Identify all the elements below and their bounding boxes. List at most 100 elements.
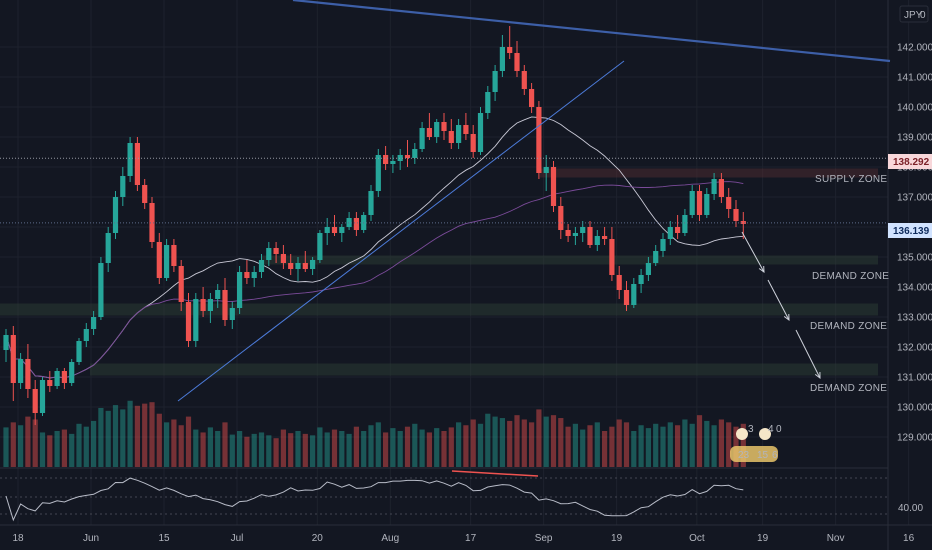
projection-arrow[interactable]: [741, 231, 765, 273]
candle-body[interactable]: [521, 71, 527, 89]
candle-body[interactable]: [412, 149, 418, 158]
candle-body[interactable]: [3, 335, 9, 350]
candle-body[interactable]: [134, 143, 140, 185]
candle-body[interactable]: [696, 191, 703, 215]
candle-body[interactable]: [507, 47, 513, 53]
candle-body[interactable]: [302, 263, 308, 269]
candle-body[interactable]: [536, 107, 542, 173]
candle-body[interactable]: [667, 227, 673, 239]
candle-body[interactable]: [193, 299, 199, 341]
candle-body[interactable]: [142, 185, 148, 203]
price-axis[interactable]: 142.000141.000140.000139.000138.000137.0…: [897, 43, 932, 444]
candle-body[interactable]: [456, 125, 462, 143]
event-badge-strip[interactable]: [730, 446, 778, 462]
candle-body[interactable]: [660, 239, 666, 251]
descending-trendline[interactable]: [292, 0, 891, 63]
candle-body[interactable]: [273, 248, 279, 254]
candle-body[interactable]: [222, 290, 228, 320]
rsi-divergence-line[interactable]: [451, 470, 539, 477]
candle-body[interactable]: [207, 299, 213, 311]
candle-body[interactable]: [477, 113, 484, 152]
candle-body[interactable]: [331, 227, 338, 233]
candle-body[interactable]: [675, 227, 681, 233]
candle-body[interactable]: [317, 233, 323, 260]
candle-body[interactable]: [32, 389, 38, 413]
drawings-layer[interactable]: [0, 0, 891, 402]
candle-body[interactable]: [616, 275, 622, 290]
candle-body[interactable]: [623, 290, 630, 305]
candle-body[interactable]: [514, 53, 520, 71]
candle-body[interactable]: [244, 272, 250, 278]
candle-body[interactable]: [645, 263, 651, 275]
candle-body[interactable]: [171, 245, 177, 266]
candle-body[interactable]: [156, 242, 162, 278]
projection-arrow[interactable]: [767, 279, 790, 321]
candle-body[interactable]: [718, 179, 724, 197]
candle-body[interactable]: [390, 161, 396, 164]
candle-body[interactable]: [368, 191, 374, 215]
candle-body[interactable]: [215, 290, 221, 299]
candle-body[interactable]: [572, 233, 578, 236]
candle-body[interactable]: [178, 266, 184, 302]
candle-body[interactable]: [39, 380, 46, 413]
high-price-tag[interactable]: 138.292: [888, 154, 932, 169]
candle-body[interactable]: [470, 134, 476, 152]
candle-body[interactable]: [229, 308, 235, 320]
candle-body[interactable]: [149, 203, 155, 242]
candle-body[interactable]: [18, 359, 24, 383]
candle-body[interactable]: [98, 263, 104, 317]
candle-body[interactable]: [258, 260, 265, 272]
projection-arrow[interactable]: [795, 329, 821, 379]
candle-body[interactable]: [47, 380, 53, 386]
candle-body[interactable]: [120, 176, 126, 197]
candle-body[interactable]: [266, 248, 272, 260]
candle-body[interactable]: [295, 263, 301, 269]
candle-body[interactable]: [69, 362, 75, 383]
candle-body[interactable]: [54, 371, 60, 386]
candle-body[interactable]: [441, 122, 447, 131]
candle-body[interactable]: [339, 227, 345, 233]
candle-body[interactable]: [434, 122, 440, 137]
event-badge-1[interactable]: [736, 428, 748, 440]
candle-body[interactable]: [404, 155, 411, 158]
candle-body[interactable]: [499, 47, 505, 71]
candle-body[interactable]: [346, 218, 352, 227]
ascending-trendline[interactable]: [177, 60, 625, 402]
candle-body[interactable]: [543, 167, 549, 173]
candle-body[interactable]: [653, 251, 659, 263]
time-axis[interactable]: 18 Jun 15 Jul 20 Aug 17 Sep 19 Oct 19 Nov 16: [12, 533, 914, 544]
candle-body[interactable]: [288, 263, 294, 269]
candle-body[interactable]: [426, 128, 432, 137]
candle-body[interactable]: [609, 239, 615, 275]
candle-body[interactable]: [565, 230, 571, 236]
candle-body[interactable]: [383, 155, 389, 164]
candle-body[interactable]: [251, 272, 257, 278]
event-badge-2[interactable]: [759, 428, 771, 440]
candle-body[interactable]: [492, 71, 498, 92]
candle-body[interactable]: [83, 329, 89, 341]
candle-body[interactable]: [91, 317, 97, 329]
candle-body[interactable]: [558, 206, 564, 230]
candle-body[interactable]: [529, 89, 535, 107]
candle-body[interactable]: [580, 227, 586, 233]
candle-body[interactable]: [25, 359, 31, 389]
candle-body[interactable]: [733, 209, 739, 221]
candle-body[interactable]: [76, 341, 82, 362]
candle-body[interactable]: [397, 155, 403, 161]
candles-layer[interactable]: [3, 26, 746, 425]
candle-body[interactable]: [594, 236, 600, 245]
candle-body[interactable]: [419, 128, 425, 149]
candle-body[interactable]: [375, 155, 381, 191]
candle-body[interactable]: [280, 254, 286, 263]
candle-body[interactable]: [237, 272, 243, 308]
candle-body[interactable]: [740, 221, 746, 224]
candle-body[interactable]: [631, 284, 637, 305]
candle-body[interactable]: [105, 233, 111, 263]
currency-label[interactable]: JPY 0: [899, 5, 929, 23]
candle-body[interactable]: [638, 275, 644, 284]
candle-body[interactable]: [185, 302, 192, 341]
candle-body[interactable]: [704, 194, 710, 215]
candle-body[interactable]: [61, 371, 67, 383]
candle-body[interactable]: [689, 191, 695, 215]
